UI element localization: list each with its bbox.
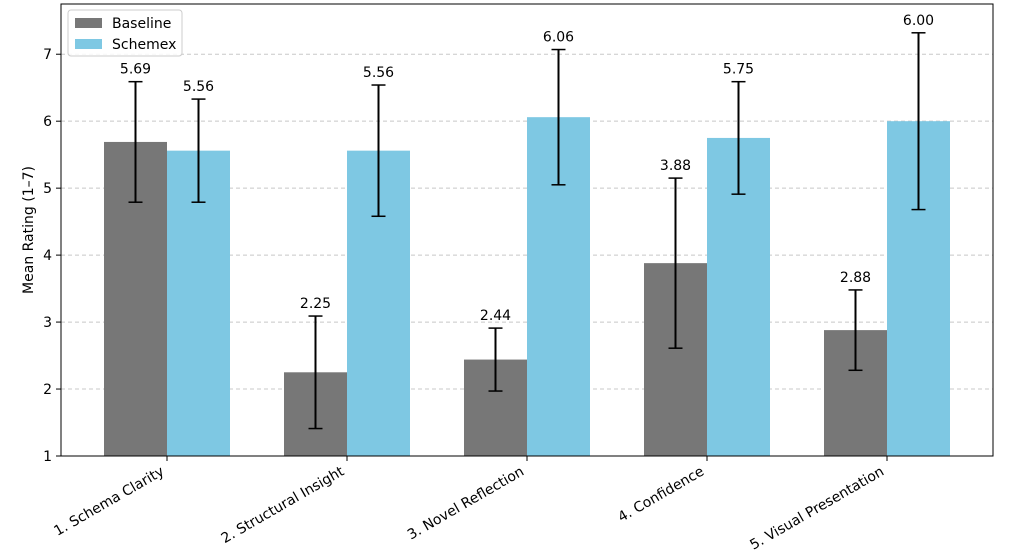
data-label: 6.06: [543, 30, 574, 46]
data-label: 2.25: [300, 296, 331, 312]
legend-label: Schemex: [112, 37, 176, 53]
legend: Baseline Schemex: [67, 9, 183, 57]
data-label: 5.69: [120, 62, 151, 78]
x-tick-label: 5. Visual Presentation: [747, 464, 887, 554]
y-tick-label: 3: [43, 315, 52, 331]
x-axis-ticks: 1. Schema Clarity 2. Structural Insight 3.…: [51, 456, 888, 554]
x-tick-label: 2. Structural Insight: [219, 463, 348, 547]
data-label: 2.88: [840, 270, 871, 286]
legend-swatch-schemex: [75, 39, 102, 49]
y-tick-label: 7: [43, 47, 52, 63]
data-label: 5.75: [723, 62, 754, 78]
bars: [104, 117, 950, 457]
data-label: 5.56: [363, 65, 394, 81]
legend-swatch-baseline: [75, 18, 102, 28]
y-axis-label: Mean Rating (1–7): [21, 166, 37, 294]
y-tick-label: 6: [43, 114, 52, 130]
x-tick-label: 1. Schema Clarity: [51, 464, 167, 540]
y-tick-label: 2: [43, 382, 52, 398]
y-tick-label: 4: [43, 248, 52, 264]
x-tick-label: 4. Confidence: [615, 464, 707, 526]
y-tick-label: 1: [43, 449, 52, 465]
error-bars: [128, 32, 926, 430]
legend-label: Baseline: [112, 16, 171, 32]
data-label: 2.44: [480, 308, 511, 324]
data-label: 5.56: [183, 79, 214, 95]
x-tick-label: 3. Novel Reflection: [405, 464, 527, 544]
data-label: 3.88: [660, 158, 691, 174]
y-axis-ticks: 1 2 3 4 5 6 7: [43, 47, 61, 465]
y-tick-label: 5: [43, 181, 52, 197]
data-label: 6.00: [903, 13, 934, 29]
data-labels: 5.69 5.56 2.25 5.56 2.44 6.06 3.88 5.75 2.88 6.00: [120, 13, 934, 324]
